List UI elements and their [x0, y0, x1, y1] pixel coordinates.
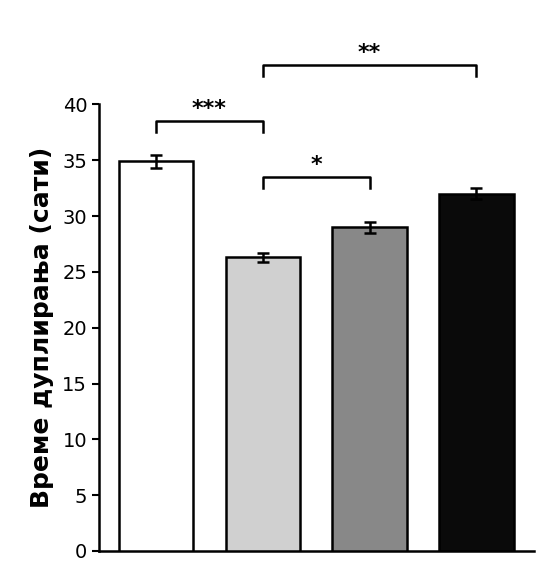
- Y-axis label: Време дуплирања (сати): Време дуплирања (сати): [30, 147, 54, 508]
- Bar: [119, 161, 194, 551]
- Bar: [439, 194, 514, 551]
- Bar: [332, 227, 407, 551]
- Text: *: *: [310, 155, 322, 175]
- Text: ***: ***: [192, 99, 227, 119]
- Bar: [226, 258, 300, 551]
- Text: **: **: [358, 43, 381, 63]
